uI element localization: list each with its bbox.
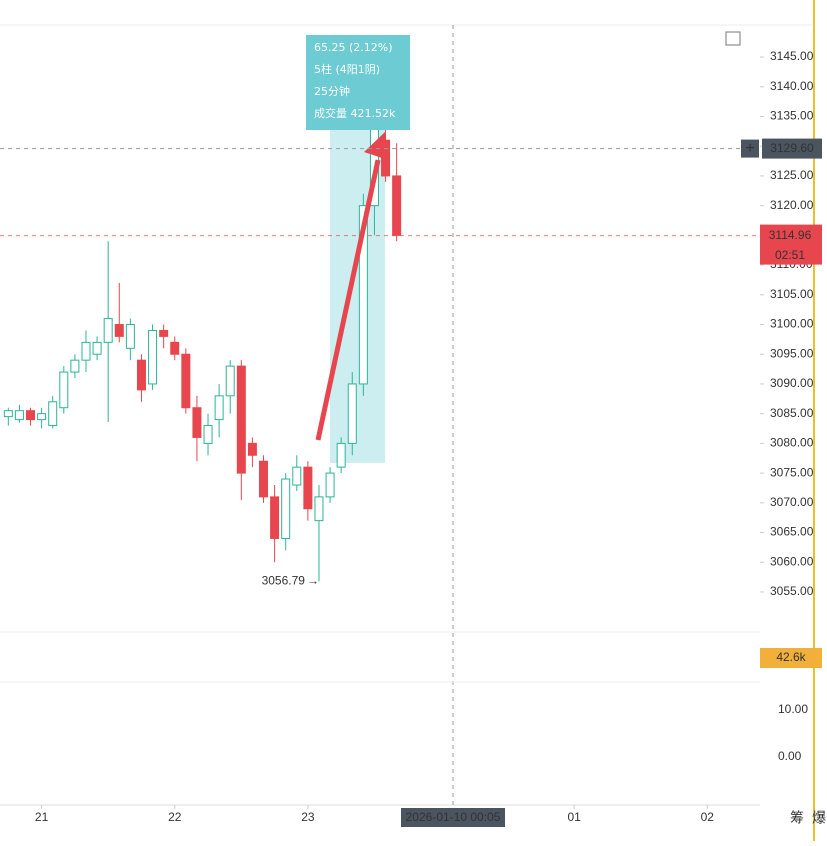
candle-body [159,329,169,337]
y-tick-label: 3060.00 [770,554,814,568]
crosshair-plus [741,139,759,158]
candle-body [214,395,224,421]
plus-icon: + [745,140,754,157]
arrow-shaft [315,159,381,441]
candle-body [136,359,146,391]
y-tick-label: 3070.00 [770,495,814,509]
y-tick-label: 3065.00 [770,525,814,539]
side-label[interactable]: 爆 [812,810,826,826]
candle-body [59,371,69,409]
expand-icon[interactable] [725,31,741,46]
candle-body [70,359,80,373]
crosshair-price-tag [762,138,822,159]
y-tick-label: 3055.00 [770,584,814,598]
x-tick-label: 21 [35,810,49,824]
tooltip-line: 25分钟 [314,84,350,98]
y-tick-label: 3095.00 [770,346,814,360]
candle-body [170,341,180,355]
candle-body [192,407,202,438]
candle-body [81,341,91,361]
candle-body [347,383,357,444]
candle-body [48,401,58,427]
tooltip-line: 65.25 (2.12%) [314,41,393,54]
tooltip-box [306,35,410,130]
y-tick-label: 3145.00 [770,49,814,63]
candle-body [236,365,246,474]
x-tick-label: 02 [701,810,715,824]
candle-body [114,324,124,337]
min-arrow: → [307,573,319,587]
tooltip-line: 成交量 421.52k [314,106,396,120]
volume-label: 42.6k [776,650,806,664]
y-tick-label: 3090.00 [770,376,814,390]
candle-body [314,496,324,522]
candle-body [26,410,36,421]
candle-body [303,466,313,510]
candle-body [336,442,346,468]
x-tick-label: 23 [301,810,315,824]
candle-body [103,318,113,343]
candle-body [325,472,335,498]
last-price-tag [760,224,822,265]
countdown: 02:51 [775,248,805,262]
min-label: 3056.79 [262,573,306,587]
x-tick-label: 22 [168,810,182,824]
arrow-head [364,132,388,160]
y-tick-label: 3100.00 [770,317,814,331]
candle-body [181,353,191,409]
candle-body [247,442,257,456]
candle-body [259,460,269,498]
candle-body [292,466,302,486]
y-tick-label: 3125.00 [770,168,814,182]
candle-body [270,496,280,539]
candle-body [125,324,135,349]
y-tick-label: 3105.00 [770,287,814,301]
candle-body [37,413,47,421]
crosshair-time: 2026-01-10 00:05 [406,810,501,824]
candle-body [3,410,13,418]
candle-body [281,478,291,539]
y-tick-label: 3085.00 [770,406,814,420]
candle-body [392,175,402,236]
volume-tag [760,648,822,668]
x-tick-label: 01 [567,810,581,824]
crosshair-time-tag [401,808,505,827]
candle-body [358,205,368,385]
candle-body [148,329,158,385]
y-tick-label: 3135.00 [770,109,814,123]
y-tick-label: 3120.00 [770,198,814,212]
tooltip-line: 5柱 (4阳1阴) [314,62,380,76]
y-tick-label: 3140.00 [770,79,814,93]
last-price: 3114.96 [769,228,812,242]
macd-tick-label: 0.00 [778,749,802,763]
crosshair-price: 3129.60 [770,141,814,155]
macd-tick-label: 10.00 [778,702,808,716]
candle-body [14,410,24,421]
y-tick-label: 3080.00 [770,436,814,450]
candle-body [92,341,102,355]
y-tick-label: 3075.00 [770,465,814,479]
candle-body [225,365,235,397]
side-label[interactable]: 筹 [790,810,804,826]
candle-body [203,425,213,444]
